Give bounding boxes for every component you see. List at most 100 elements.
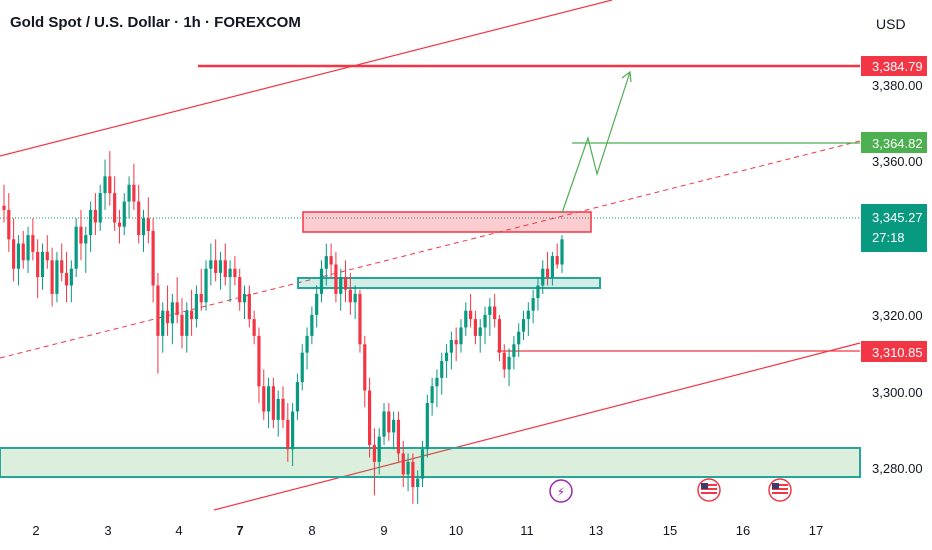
candle-body	[209, 260, 213, 269]
candle-body	[521, 319, 526, 332]
candle-body	[26, 235, 30, 261]
candle-body	[319, 268, 324, 294]
candle-body	[151, 230, 155, 286]
y-tick: 3,280.00	[872, 461, 923, 476]
us-flag-event-icon-2[interactable]	[768, 478, 792, 502]
candle-body	[165, 310, 170, 324]
candle-body	[382, 411, 386, 437]
price-label-3384-text: 3,384.79	[872, 59, 923, 74]
candle-body	[305, 335, 309, 353]
candle-body	[459, 327, 463, 345]
candle-body	[488, 306, 492, 315]
candle-body	[98, 193, 102, 223]
candle-body	[281, 398, 285, 420]
x-tick: 7	[236, 523, 243, 538]
candle-body	[64, 272, 69, 286]
candle-body	[228, 268, 232, 278]
candle-body	[161, 310, 165, 336]
candle-body	[387, 411, 391, 433]
lightning-event-icon[interactable]	[549, 479, 573, 503]
candle-body	[420, 449, 425, 479]
candle-body	[440, 361, 444, 378]
price-label-3310-text: 3,310.85	[872, 345, 923, 360]
candle-body	[517, 331, 521, 345]
candle-body	[469, 310, 473, 320]
candle-body	[55, 260, 59, 294]
candle-body	[180, 314, 184, 336]
candle-body	[218, 260, 223, 273]
candle-body	[531, 298, 535, 311]
x-tick: 17	[809, 523, 823, 538]
candle-body	[21, 243, 25, 261]
candle-body	[233, 268, 237, 278]
candle-body	[449, 340, 453, 353]
candle-body	[483, 314, 487, 328]
candle-body	[291, 411, 295, 450]
candle-body	[286, 419, 290, 450]
y-tick: 3,380.00	[872, 78, 923, 93]
candle-body	[493, 306, 497, 320]
candle-body	[541, 268, 545, 286]
candle-body	[315, 293, 319, 315]
candle-body	[194, 293, 199, 320]
candle-body	[339, 277, 343, 294]
x-tick: 13	[589, 523, 603, 538]
candle-body	[473, 319, 478, 336]
lightning-glyph: ⚡	[557, 485, 565, 499]
candle-body	[252, 319, 256, 336]
candle-body	[310, 314, 314, 336]
y-tick: 3,360.00	[872, 154, 923, 169]
candle-body	[242, 293, 247, 303]
candle-body	[74, 226, 78, 269]
x-tick: 2	[32, 523, 39, 538]
candle-body	[367, 390, 372, 446]
candle-body	[353, 293, 357, 303]
us-flag-event-icon-1[interactable]	[697, 478, 721, 502]
candle-body	[185, 310, 189, 336]
x-tick: 15	[663, 523, 677, 538]
candle-body	[84, 235, 88, 244]
candle-body	[545, 268, 550, 278]
candle-body	[363, 344, 367, 391]
candle-body	[60, 260, 64, 273]
candle-body	[396, 419, 401, 454]
y-tick: 3,320.00	[872, 308, 923, 323]
candle-body	[7, 209, 11, 240]
candle-body	[31, 235, 35, 252]
candle-body	[238, 277, 242, 303]
candle-body	[127, 184, 131, 202]
candle-body	[271, 386, 275, 420]
candle-body	[223, 260, 227, 278]
candle-body	[329, 256, 333, 265]
candle-body	[550, 256, 554, 278]
candle-body	[324, 256, 328, 269]
projection-arrow-head	[621, 70, 632, 83]
candle-body	[416, 478, 420, 488]
candle-body	[348, 289, 352, 303]
candle-body	[435, 377, 439, 387]
price-label-current-text: 3,345.27	[872, 210, 923, 225]
candle-body	[146, 218, 150, 231]
upper-channel-line	[0, 0, 613, 157]
support-zone	[297, 277, 601, 289]
candle-body	[156, 285, 160, 336]
currency-label[interactable]: USD	[876, 16, 906, 32]
candle-body	[262, 386, 266, 412]
candle-body	[45, 251, 49, 261]
demand-zone	[0, 447, 861, 478]
candle-body	[93, 209, 97, 223]
candle-body	[555, 256, 559, 265]
candle-body	[401, 453, 405, 475]
candle-body	[204, 268, 208, 303]
price-label-3310	[861, 341, 927, 362]
candle-body	[454, 340, 458, 345]
candle-body	[502, 352, 506, 370]
candle-body	[560, 239, 564, 265]
candle-body	[36, 251, 40, 278]
countdown-text: 27:18	[872, 230, 905, 245]
candle-body	[113, 193, 117, 223]
candle-body	[175, 302, 179, 315]
candle-body	[170, 302, 174, 324]
candle-body	[406, 461, 410, 475]
